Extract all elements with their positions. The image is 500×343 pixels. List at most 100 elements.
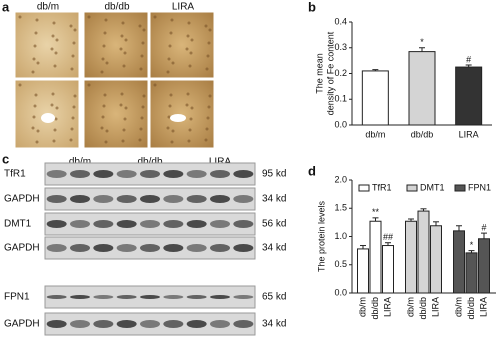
- cell-nucleus: [55, 106, 59, 110]
- cell-nucleus: [71, 54, 75, 58]
- cell-nucleus: [153, 15, 157, 19]
- cell-nucleus: [139, 67, 143, 71]
- x-tick-label: db/db: [418, 297, 428, 320]
- cell-nucleus: [87, 83, 91, 87]
- cell-nucleus: [52, 139, 56, 143]
- cell-nucleus: [188, 64, 192, 68]
- cell-nucleus: [208, 94, 212, 98]
- band: [140, 320, 160, 328]
- cell-nucleus: [32, 115, 36, 119]
- band: [186, 170, 207, 178]
- bar: [408, 51, 436, 126]
- x-tick-label: db/db: [370, 297, 380, 320]
- cell-nucleus: [53, 128, 57, 132]
- bar: [417, 210, 430, 294]
- y-tick-label: 0.2: [334, 68, 347, 78]
- cell-nucleus: [32, 57, 36, 61]
- y-tick-label: 1.0: [334, 231, 347, 241]
- band: [233, 170, 254, 178]
- vessel: [41, 113, 55, 123]
- cell-nucleus: [104, 18, 108, 22]
- cell-nucleus: [123, 51, 127, 55]
- cell-nucleus: [102, 44, 106, 48]
- legend-swatch: [454, 184, 466, 192]
- cell-nucleus: [141, 105, 145, 109]
- cell-nucleus: [103, 31, 107, 35]
- protein-name: TfR1: [4, 169, 26, 180]
- cell-nucleus: [31, 126, 35, 130]
- cell-nucleus: [51, 34, 55, 38]
- significance: *: [420, 37, 424, 47]
- protein-name: GAPDH: [4, 243, 40, 254]
- band: [70, 320, 90, 328]
- cell-nucleus: [100, 126, 104, 130]
- cell-nucleus: [18, 83, 22, 87]
- x-tick-label: db/m: [405, 297, 415, 317]
- cell-nucleus: [73, 28, 77, 32]
- cell-nucleus: [166, 70, 170, 74]
- cell-nucleus: [187, 139, 191, 143]
- cell-nucleus: [207, 41, 211, 45]
- cell-nucleus: [33, 44, 37, 48]
- cell-nucleus: [171, 129, 175, 133]
- cell-nucleus: [102, 104, 106, 108]
- band: [46, 195, 67, 203]
- band: [233, 320, 254, 328]
- band: [93, 320, 114, 328]
- band: [70, 195, 90, 203]
- legend-label: DMT1: [420, 182, 445, 192]
- cell-nucleus: [54, 117, 58, 121]
- cell-nucleus: [169, 93, 173, 97]
- histology-image: [83, 79, 149, 149]
- cell-nucleus: [69, 138, 73, 142]
- cell-nucleus: [71, 116, 75, 120]
- cell-nucleus: [205, 67, 209, 71]
- x-tick-label: db/m: [365, 129, 385, 139]
- cell-nucleus: [72, 105, 76, 109]
- significance: #: [481, 222, 486, 232]
- cell-nucleus: [101, 57, 105, 61]
- y-tick-label: 2.0: [334, 174, 347, 184]
- cell-nucleus: [140, 54, 144, 58]
- band: [140, 220, 160, 228]
- cell-nucleus: [53, 64, 57, 68]
- panel-letter: b: [308, 0, 316, 14]
- cell-nucleus: [207, 105, 211, 109]
- cell-nucleus: [188, 128, 192, 132]
- x-tick-label: db/m: [453, 297, 463, 317]
- cell-nucleus: [122, 64, 126, 68]
- band: [210, 220, 230, 228]
- cell-nucleus: [101, 115, 105, 119]
- y-tick-label: 0.3: [334, 42, 347, 52]
- band: [116, 320, 137, 328]
- band: [210, 195, 230, 203]
- bar: [478, 238, 490, 294]
- cell-nucleus: [123, 117, 127, 121]
- band: [233, 220, 254, 228]
- cell-nucleus: [18, 15, 22, 19]
- cell-nucleus: [187, 21, 191, 25]
- band: [210, 244, 230, 252]
- vessel: [170, 114, 186, 122]
- significance: *: [470, 240, 474, 250]
- protein-name: FPN1: [4, 292, 30, 303]
- band: [140, 295, 160, 299]
- band: [210, 320, 230, 328]
- cell-nucleus: [142, 28, 146, 32]
- cell-nucleus: [72, 41, 76, 45]
- band: [140, 170, 160, 178]
- bar: [357, 248, 369, 294]
- significance: #: [466, 54, 471, 64]
- band: [233, 244, 254, 252]
- cell-nucleus: [31, 70, 35, 74]
- cell-nucleus: [105, 61, 109, 65]
- band: [46, 220, 67, 228]
- group-label: LIRA: [209, 157, 232, 168]
- cell-nucleus: [35, 18, 39, 22]
- band: [46, 170, 67, 178]
- cell-nucleus: [190, 106, 194, 110]
- molecular-weight: 34 kd: [262, 194, 286, 205]
- legend-label: FPN1: [468, 182, 491, 192]
- group-label: db/m: [69, 157, 91, 168]
- cell-nucleus: [139, 127, 143, 131]
